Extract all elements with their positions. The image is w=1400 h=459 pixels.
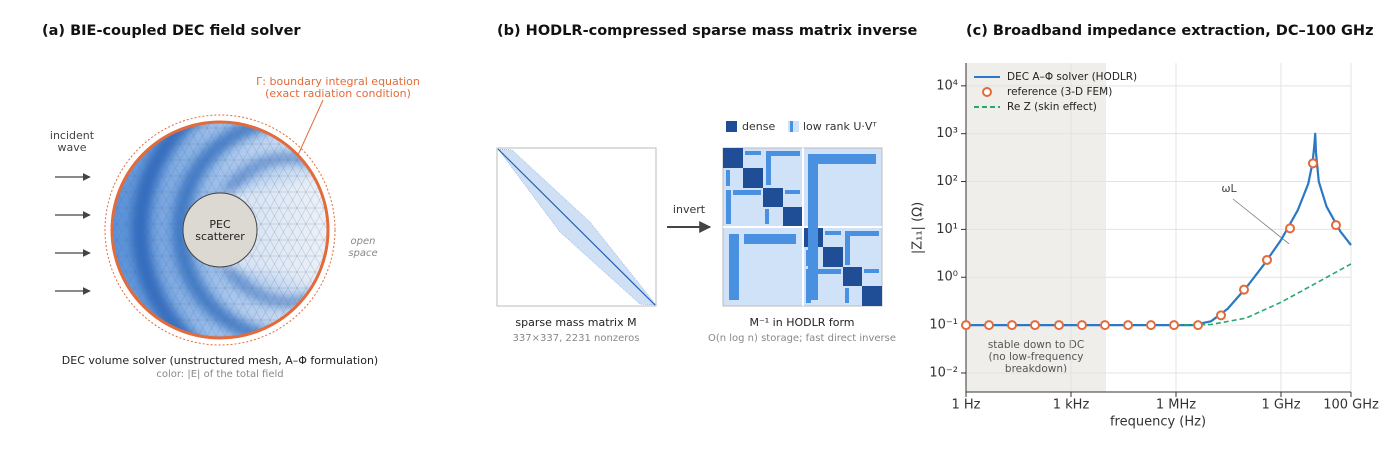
open-space-label: space bbox=[348, 248, 377, 259]
y-tick-label: 10⁻¹ bbox=[929, 318, 958, 333]
pec-label: PEC bbox=[209, 218, 231, 231]
legend-label: dense bbox=[742, 120, 775, 133]
legend-dense bbox=[726, 121, 737, 132]
diagonal bbox=[497, 148, 656, 306]
y-tick-label: 10¹ bbox=[936, 222, 958, 237]
chart-title: (c) Broadband impedance extraction, DC–1… bbox=[966, 23, 1374, 39]
x-axis-label: frequency (Hz) bbox=[1110, 415, 1206, 430]
span-label: (no low-frequency bbox=[989, 351, 1084, 363]
data-point bbox=[1261, 254, 1272, 265]
subcaption: 337×337, 2231 nonzeros bbox=[513, 333, 640, 344]
shaded-span bbox=[966, 63, 1106, 392]
caption: sparse mass matrix M bbox=[515, 316, 636, 329]
data-point bbox=[1215, 310, 1226, 321]
x-tick-label: 1 Hz bbox=[951, 398, 980, 413]
legend-label: reference (3-D FEM) bbox=[1007, 86, 1112, 98]
bie-boundary bbox=[110, 120, 330, 340]
legend-lowrank-bar bbox=[790, 121, 793, 132]
x-tick-label: 1 MHz bbox=[1156, 398, 1196, 413]
field-map bbox=[112, 122, 328, 338]
data-point bbox=[1307, 158, 1318, 169]
leader-line bbox=[297, 99, 324, 156]
data-point bbox=[1169, 320, 1180, 331]
subcaption: color: |E| of the total field bbox=[156, 369, 283, 380]
arrow-label: invert bbox=[673, 203, 706, 216]
x-tick-label: 1 kHz bbox=[1053, 398, 1090, 413]
incident-arrows bbox=[55, 173, 91, 295]
span-label: breakdown) bbox=[1005, 363, 1067, 375]
legend-lowrank bbox=[788, 121, 799, 132]
incident-label: incident bbox=[50, 129, 95, 142]
data-point bbox=[1145, 320, 1156, 331]
gamma-label: (exact radiation condition) bbox=[265, 87, 411, 100]
annotation: ωL bbox=[1221, 182, 1237, 195]
caption: DEC volume solver (unstructured mesh, A–… bbox=[62, 354, 378, 367]
legend-label: low rank U·Vᵀ bbox=[803, 120, 877, 133]
hodlr-matrix bbox=[722, 147, 883, 307]
data-point bbox=[983, 320, 994, 331]
gamma-label: Γ: boundary integral equation bbox=[256, 75, 420, 88]
x-tick-label: 100 GHz bbox=[1323, 398, 1379, 413]
series-line bbox=[1175, 263, 1352, 326]
data-point bbox=[1076, 320, 1087, 331]
y-tick-label: 10⁴ bbox=[936, 78, 958, 93]
data-point bbox=[961, 320, 971, 331]
legend-label: Re Z (skin effect) bbox=[1007, 101, 1097, 113]
data-point bbox=[1053, 320, 1064, 331]
pec-label: scatterer bbox=[195, 230, 245, 243]
data-point bbox=[1330, 220, 1341, 231]
y-axis-label: |Z₁₁| (Ω) bbox=[911, 202, 926, 254]
panel-c: (c) Broadband impedance extraction, DC–1… bbox=[911, 23, 1379, 430]
data-point bbox=[1123, 320, 1134, 331]
x-tick-label: 1 GHz bbox=[1261, 398, 1300, 413]
pec-scatterer bbox=[182, 192, 258, 268]
open-space-label: open bbox=[351, 236, 376, 247]
legend-marker bbox=[982, 87, 992, 97]
y-tick-label: 10⁰ bbox=[936, 270, 958, 285]
legend-label: DEC A–Φ solver (HODLR) bbox=[1007, 71, 1137, 83]
data-point bbox=[1193, 320, 1204, 331]
series-line bbox=[966, 132, 1352, 327]
panel-a: (a) BIE-coupled DEC field solver PEC sca… bbox=[42, 23, 420, 380]
span-label: stable down to DC bbox=[988, 339, 1084, 351]
y-tick-label: 10² bbox=[936, 174, 958, 189]
data-point bbox=[1029, 320, 1040, 331]
annotation-line bbox=[1232, 198, 1290, 245]
data-point bbox=[1239, 284, 1250, 295]
incident-label: wave bbox=[57, 141, 86, 154]
panel-title: (b) HODLR-compressed sparse mass matrix … bbox=[497, 23, 918, 39]
data-point bbox=[1006, 320, 1017, 331]
panel-title: (a) BIE-coupled DEC field solver bbox=[42, 23, 301, 39]
y-tick-label: 10³ bbox=[936, 126, 958, 141]
y-tick-label: 10⁻² bbox=[929, 365, 958, 380]
radiation-boundary bbox=[104, 114, 336, 346]
panel-b: (b) HODLR-compressed sparse mass matrix … bbox=[496, 23, 918, 344]
data-point bbox=[1099, 320, 1110, 331]
data-point bbox=[1285, 223, 1296, 234]
caption: M⁻¹ in HODLR form bbox=[749, 316, 854, 329]
subcaption: O(n log n) storage; fast direct inverse bbox=[708, 333, 896, 344]
